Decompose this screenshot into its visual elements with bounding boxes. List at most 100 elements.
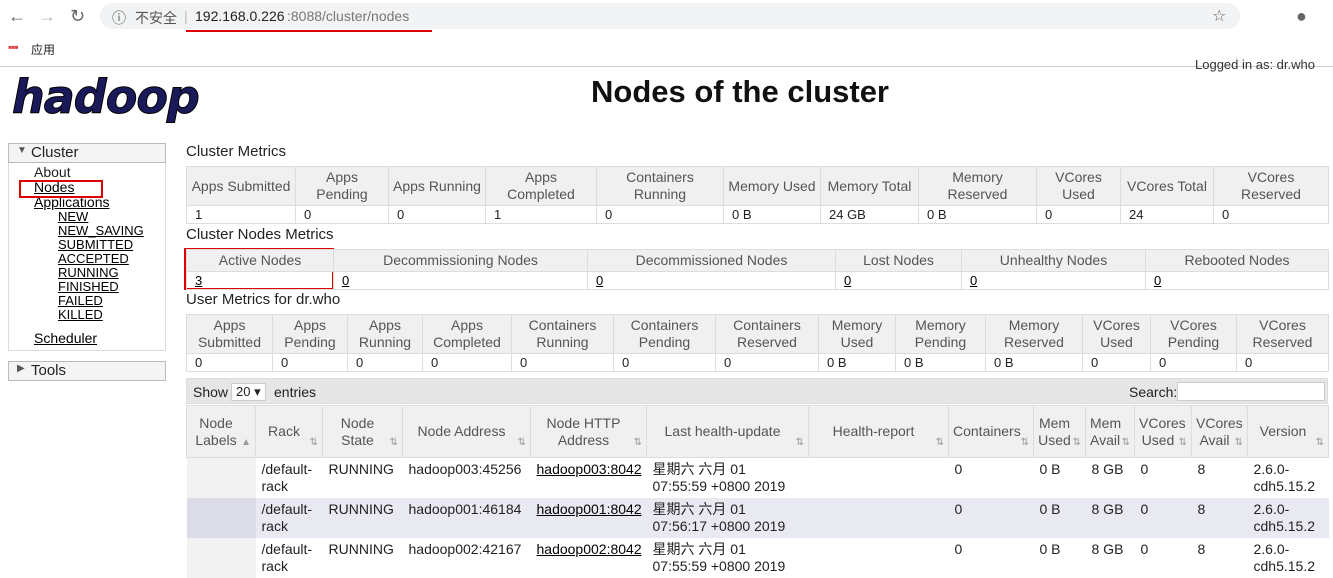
apps-icon: ▪▪▪ (8, 40, 18, 54)
value-row: 3 0 0 0 0 0 (187, 272, 1329, 290)
section-title: Cluster Metrics (186, 143, 286, 160)
cell-text: 2.6.0-cdh5.15.2 (1254, 461, 1316, 494)
entries-label: entries (274, 384, 316, 400)
cell-text: 0 (1141, 461, 1149, 477)
column-header: Apps Pending (296, 167, 389, 206)
cell: hadoop001:46184 (403, 498, 531, 538)
value: 24 GB (829, 207, 866, 222)
nav-section[interactable]: ▼Cluster (8, 143, 166, 163)
column-header[interactable]: Containers⇅ (949, 406, 1034, 458)
nav-link[interactable]: RUNNING (58, 265, 119, 280)
cell-text: /default-rack (262, 501, 313, 534)
value: 0 (1245, 355, 1252, 370)
cell-text: 星期六 六月 01 07:55:59 +0800 2019 (653, 461, 786, 494)
column-header[interactable]: Last health-update⇅ (647, 406, 809, 458)
cell-text: 0 B (1040, 461, 1061, 477)
nav-link[interactable]: KILLED (58, 307, 103, 322)
section-title: Cluster Nodes Metrics (186, 226, 334, 243)
url-host: 192.168.0.226 (195, 8, 285, 24)
value: 0 B (732, 207, 752, 222)
column-header[interactable]: Node HTTP Address⇅ (531, 406, 647, 458)
column-header: VCores Used (1037, 167, 1121, 206)
cell: 0 B (1034, 538, 1086, 578)
metric-value: 24 (1121, 206, 1214, 224)
column-header[interactable]: Node Address⇅ (403, 406, 531, 458)
page-size-select[interactable]: 20 ▾ (231, 383, 266, 401)
forward-button[interactable]: → (38, 6, 56, 27)
value[interactable]: 0 (596, 273, 603, 288)
nav-item: Scheduler (34, 331, 165, 346)
value: 0 (605, 207, 612, 222)
nav-link[interactable]: SUBMITTED (58, 237, 133, 252)
bookmark-star[interactable]: ☆ (1212, 6, 1226, 26)
node-link[interactable]: hadoop003:8042 (537, 461, 642, 477)
cell-text: 2.6.0-cdh5.15.2 (1254, 541, 1316, 574)
nav-link[interactable]: About (34, 164, 71, 180)
column-header[interactable]: Health-report ⇅ (809, 406, 949, 458)
metric-value: 0 (1037, 206, 1121, 224)
column-header[interactable]: Mem Used⇅ (1034, 406, 1086, 458)
metric-value: 0 (389, 206, 486, 224)
profile-icon[interactable]: ● (1296, 6, 1307, 27)
nav-item: SUBMITTED (58, 238, 165, 252)
cell: 8 (1192, 498, 1248, 538)
column-header[interactable]: Version⇅ (1248, 406, 1329, 458)
value[interactable]: 3 (195, 273, 202, 288)
column-header[interactable]: Node Labels▲ (187, 406, 256, 458)
node-link[interactable]: hadoop002:8042 (537, 541, 642, 557)
sort-icon: ⇅ (1073, 434, 1081, 451)
metric-value: 0 (423, 354, 512, 372)
address-bar[interactable]: ⓘ 不安全 | 192.168.0.226 :8088/cluster/node… (100, 3, 1240, 29)
url-path: :8088/cluster/nodes (287, 8, 409, 24)
metric-value: 0 (273, 354, 348, 372)
value[interactable]: 0 (342, 273, 349, 288)
sort-icon: ⇅ (390, 434, 398, 451)
nav-link[interactable]: NEW_SAVING (58, 223, 144, 238)
cell-text: 0 (1141, 541, 1149, 557)
value: 0 (304, 207, 311, 222)
back-button[interactable]: ← (8, 6, 26, 27)
cell-text: 8 (1198, 501, 1206, 517)
cell: 0 B (1034, 458, 1086, 499)
header-text: Health-report (833, 423, 915, 439)
value[interactable]: 0 (844, 273, 851, 288)
page-size: 20 (236, 384, 250, 399)
nav-link[interactable]: ACCEPTED (58, 251, 129, 266)
column-header: Decommissioned Nodes (588, 250, 836, 272)
bookmark-apps[interactable]: 应用 (31, 41, 55, 58)
node-link[interactable]: hadoop001:8042 (537, 501, 642, 517)
nav-link[interactable]: Scheduler (34, 330, 97, 346)
column-header[interactable]: VCores Used⇅ (1135, 406, 1192, 458)
value: 0 B (927, 207, 947, 222)
column-header[interactable]: Rack⇅ (256, 406, 323, 458)
column-header[interactable]: Mem Avail⇅ (1086, 406, 1135, 458)
column-header: Memory Used (724, 167, 821, 206)
cell-text: 8 (1198, 461, 1206, 477)
column-header: Memory Total (821, 167, 919, 206)
cell-text: 星期六 六月 01 07:56:17 +0800 2019 (653, 501, 786, 534)
column-header[interactable]: Node State⇅ (323, 406, 403, 458)
nav-section[interactable]: ▶Tools (8, 361, 166, 381)
nav-link[interactable]: FINISHED (58, 279, 119, 294)
cell: 0 (1135, 498, 1192, 538)
sort-icon: ⇅ (936, 434, 944, 451)
section-title: User Metrics for dr.who (186, 291, 340, 308)
reload-button[interactable]: ↻ (70, 6, 85, 27)
metric-value: 0 (1214, 206, 1329, 224)
nav-link[interactable]: FAILED (58, 293, 103, 308)
cell: 星期六 六月 01 07:55:59 +0800 2019 (647, 458, 809, 499)
column-header: VCores Reserved (1237, 315, 1329, 354)
value[interactable]: 0 (1154, 273, 1161, 288)
nav-link[interactable]: NEW (58, 209, 88, 224)
cell-text: hadoop002:42167 (409, 541, 522, 557)
value[interactable]: 0 (970, 273, 977, 288)
metric-value: 1 (187, 206, 296, 224)
column-header[interactable]: VCores Avail⇅ (1192, 406, 1248, 458)
column-header: Apps Completed (486, 167, 597, 206)
header-text: Node HTTP Address (547, 415, 621, 448)
value: 24 (1129, 207, 1143, 222)
search-input[interactable] (1177, 382, 1325, 401)
cell: RUNNING (323, 458, 403, 499)
